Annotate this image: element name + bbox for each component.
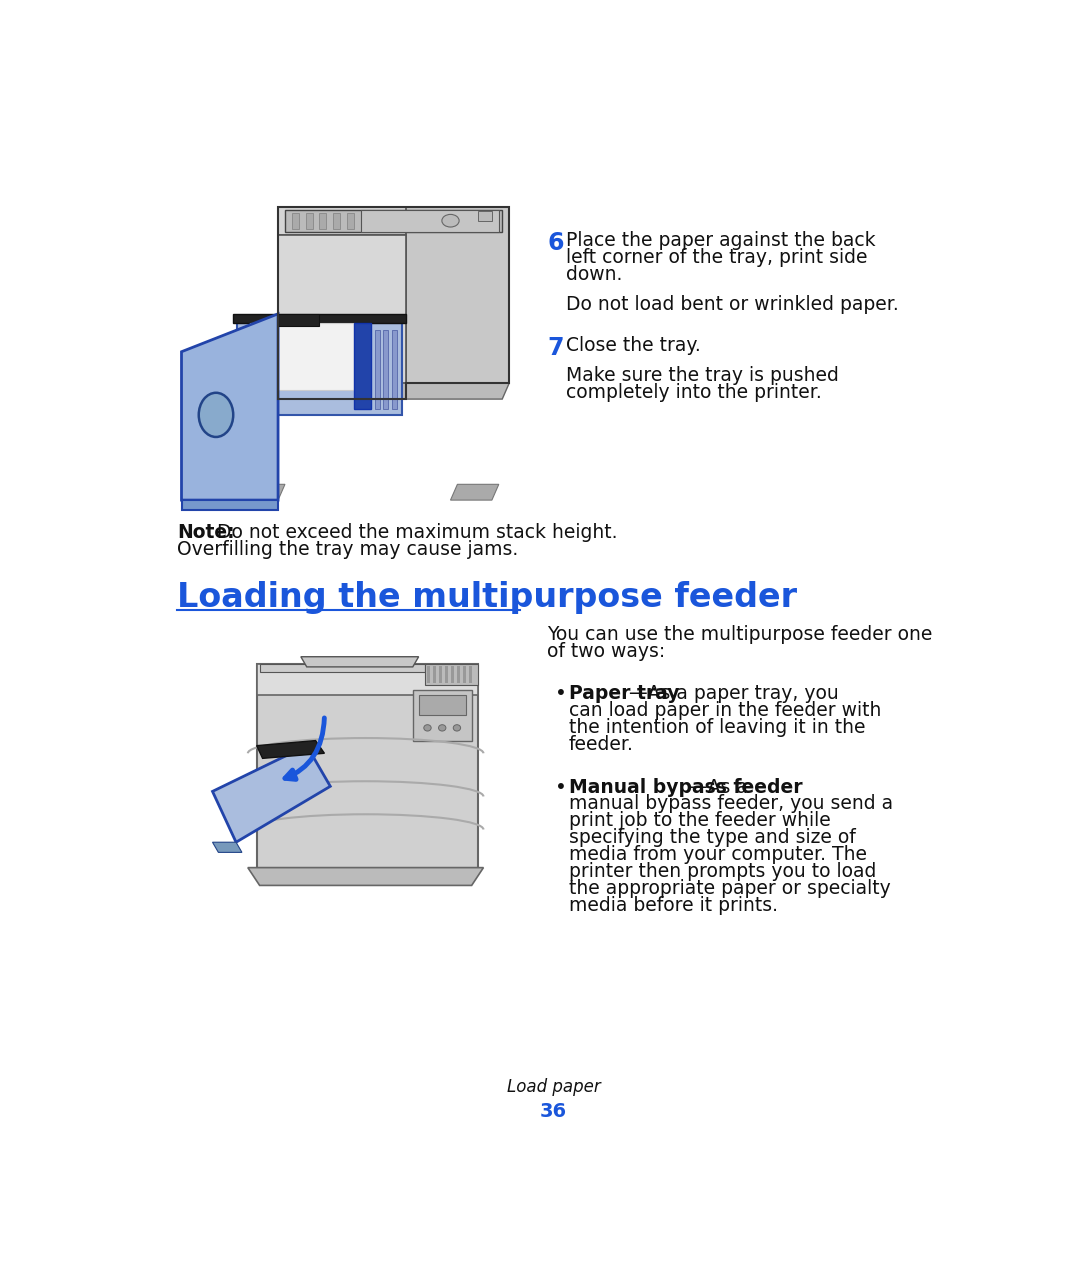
Polygon shape [237, 323, 402, 415]
Text: the intention of leaving it in the: the intention of leaving it in the [569, 718, 865, 737]
Polygon shape [292, 213, 299, 228]
Text: •: • [555, 778, 567, 796]
Ellipse shape [438, 724, 446, 731]
Text: 36: 36 [540, 1103, 567, 1122]
Text: Paper tray: Paper tray [569, 685, 679, 704]
Text: —As a: —As a [689, 778, 748, 796]
Text: Make sure the tray is pushed: Make sure the tray is pushed [566, 367, 839, 386]
Polygon shape [181, 314, 278, 500]
Polygon shape [251, 323, 354, 390]
Polygon shape [361, 210, 499, 232]
Text: Note:: Note: [177, 523, 234, 542]
Polygon shape [259, 664, 424, 672]
Polygon shape [445, 665, 448, 683]
Text: Close the tray.: Close the tray. [566, 336, 701, 355]
Text: Overfilling the tray may cause jams.: Overfilling the tray may cause jams. [177, 541, 518, 559]
Text: Load paper: Load paper [507, 1078, 600, 1096]
Polygon shape [285, 210, 502, 232]
Polygon shape [392, 329, 397, 409]
Polygon shape [257, 664, 477, 868]
Polygon shape [181, 500, 278, 509]
Text: manual bypass feeder, you send a: manual bypass feeder, you send a [569, 795, 893, 814]
Text: You can use the multipurpose feeder one: You can use the multipurpose feeder one [548, 626, 933, 644]
Polygon shape [450, 485, 499, 500]
Text: feeder.: feeder. [569, 735, 634, 754]
Polygon shape [301, 656, 419, 667]
Polygon shape [347, 213, 354, 228]
Polygon shape [419, 695, 465, 715]
Text: print job to the feeder while: print job to the feeder while [569, 812, 831, 831]
Text: Loading the multipurpose feeder: Loading the multipurpose feeder [177, 581, 797, 614]
Polygon shape [354, 323, 372, 409]
Polygon shape [257, 664, 477, 695]
Polygon shape [383, 329, 389, 409]
Text: 7: 7 [548, 336, 564, 360]
Text: left corner of the tray, print side: left corner of the tray, print side [566, 247, 867, 267]
Text: media from your computer. The: media from your computer. The [569, 845, 867, 864]
Polygon shape [247, 868, 484, 886]
Polygon shape [278, 206, 509, 235]
Polygon shape [440, 665, 442, 683]
Text: 6: 6 [548, 231, 564, 255]
Text: down.: down. [566, 264, 622, 283]
Polygon shape [320, 213, 326, 228]
Text: •: • [555, 685, 567, 704]
Text: Manual bypass feeder: Manual bypass feeder [569, 778, 802, 796]
Polygon shape [257, 741, 324, 759]
Text: completely into the printer.: completely into the printer. [566, 383, 822, 403]
Polygon shape [213, 842, 242, 853]
Polygon shape [451, 665, 454, 683]
Polygon shape [428, 665, 431, 683]
Polygon shape [278, 314, 320, 327]
Text: media before it prints.: media before it prints. [569, 896, 778, 915]
Polygon shape [375, 329, 380, 409]
Polygon shape [306, 213, 312, 228]
Polygon shape [213, 746, 330, 842]
Polygon shape [413, 690, 472, 741]
Text: of two ways:: of two ways: [548, 642, 665, 662]
Ellipse shape [199, 392, 233, 437]
Polygon shape [469, 665, 472, 683]
Text: can load paper in the feeder with: can load paper in the feeder with [569, 701, 881, 720]
Ellipse shape [442, 214, 459, 227]
Polygon shape [278, 383, 509, 399]
Polygon shape [334, 213, 340, 228]
Ellipse shape [423, 724, 431, 731]
Polygon shape [457, 665, 460, 683]
Polygon shape [278, 235, 406, 383]
Polygon shape [237, 485, 285, 500]
Polygon shape [233, 314, 406, 323]
Polygon shape [406, 206, 509, 383]
Polygon shape [424, 664, 477, 685]
Text: specifying the type and size of: specifying the type and size of [569, 828, 855, 847]
Text: the appropriate paper or specialty: the appropriate paper or specialty [569, 879, 891, 899]
Text: Do not load bent or wrinkled paper.: Do not load bent or wrinkled paper. [566, 295, 899, 314]
Text: —As a paper tray, you: —As a paper tray, you [630, 685, 839, 704]
Polygon shape [433, 665, 436, 683]
Polygon shape [463, 665, 465, 683]
Text: Do not exceed the maximum stack height.: Do not exceed the maximum stack height. [211, 523, 618, 542]
Polygon shape [478, 212, 491, 221]
Ellipse shape [454, 724, 460, 731]
Text: Place the paper against the back: Place the paper against the back [566, 231, 876, 250]
Text: printer then prompts you to load: printer then prompts you to load [569, 863, 876, 881]
